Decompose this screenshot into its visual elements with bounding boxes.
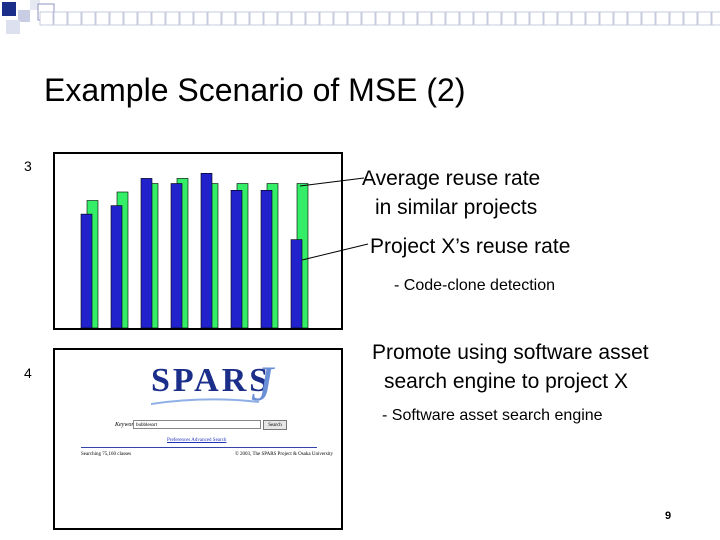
bar-blue-8 bbox=[290, 239, 303, 328]
code-clone-detection-label: - Code-clone detection bbox=[394, 277, 555, 294]
slide-title: Example Scenario of MSE (2) bbox=[44, 72, 466, 108]
promote-line2: search engine to project X bbox=[384, 370, 628, 393]
promote-line1: Promote using software asset bbox=[372, 341, 649, 364]
copyright-text: © 2003, The SPARS Project & Osaka Univer… bbox=[235, 452, 333, 457]
sparsj-logo-j: J bbox=[251, 355, 274, 411]
sparsj-logo: SPARS bbox=[151, 362, 272, 399]
sparsj-screenshot: SPARS J Keyword bubblesort Search Prefer… bbox=[53, 348, 343, 530]
bar-blue-7 bbox=[260, 189, 273, 328]
bar-blue-1 bbox=[80, 213, 93, 328]
keyword-input[interactable]: bubblesort bbox=[133, 420, 261, 429]
bar-blue-6 bbox=[230, 189, 243, 328]
search-engine-label: - Software asset search engine bbox=[382, 407, 603, 424]
search-options-links[interactable]: Preferences Advanced Search bbox=[167, 438, 227, 443]
search-button[interactable]: Search bbox=[263, 420, 287, 430]
page-number: 9 bbox=[665, 510, 672, 522]
project-x-reuse-label: Project X’s reuse rate bbox=[370, 235, 571, 258]
bar-blue-4 bbox=[170, 183, 183, 328]
bar-blue-3 bbox=[140, 178, 153, 328]
average-reuse-line2: in similar projects bbox=[375, 196, 538, 219]
logo-swoosh-icon bbox=[151, 398, 260, 405]
bar-blue-2 bbox=[110, 205, 123, 328]
callout-lines bbox=[299, 177, 369, 261]
header-grid-decoration bbox=[39, 11, 720, 26]
searching-count-text: Searching 75,160 classes bbox=[81, 452, 132, 457]
step-number-4: 4 bbox=[24, 365, 32, 381]
bar-chart-svg bbox=[80, 172, 309, 328]
reuse-rate-chart bbox=[53, 152, 343, 330]
divider bbox=[81, 447, 317, 448]
average-reuse-line1: Average reuse rate bbox=[362, 167, 541, 190]
step-number-3: 3 bbox=[24, 158, 32, 174]
bar-blue-5 bbox=[200, 172, 213, 328]
keyword-label: Keyword bbox=[115, 422, 137, 428]
